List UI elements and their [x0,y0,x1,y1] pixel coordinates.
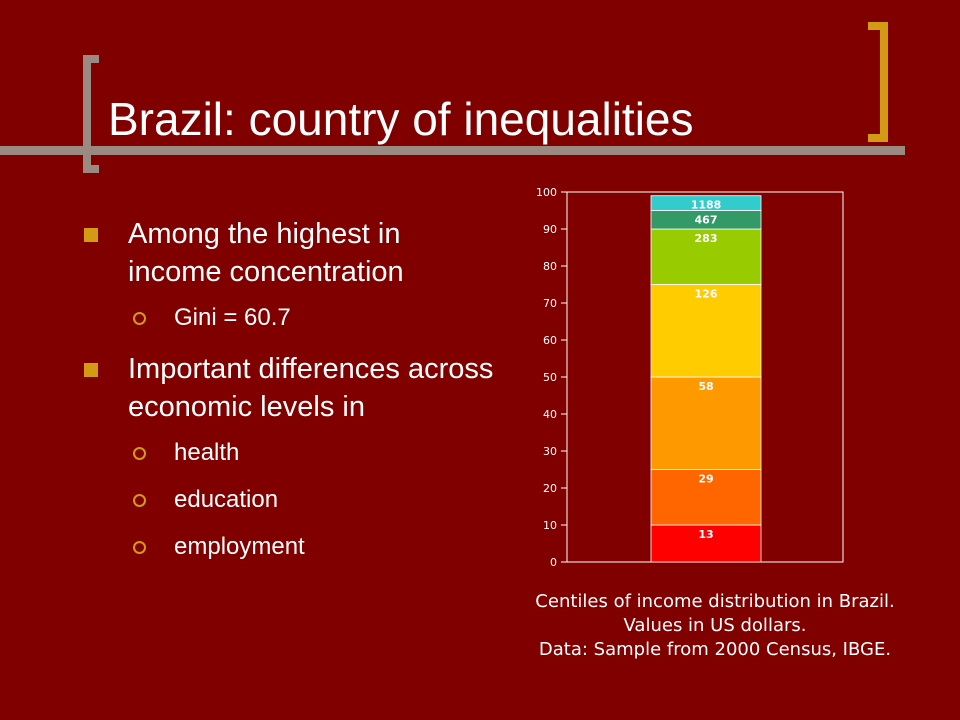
y-tick-label: 90 [543,223,557,236]
y-tick-label: 10 [543,519,557,532]
left-bracket-decoration [83,55,99,173]
y-tick-label: 30 [543,445,557,458]
data-label: 13 [698,528,713,541]
ring-bullet-icon [133,494,146,507]
sub-bullet-text: Gini = 60.7 [174,304,291,331]
sub-bullet-text: education [174,486,279,513]
bar-segment [650,228,762,285]
sub-bullet-text: employment [174,533,305,560]
bullet-differences: Important differences across economic le… [84,350,494,426]
sub-bullet-text: health [174,439,240,466]
bullet-text: Important differences across economic le… [128,353,494,423]
caption-line: Values in US dollars. [623,615,807,636]
slide-title: Brazil: country of inequalities [108,93,694,145]
ring-bullet-icon [133,312,146,325]
title-divider-rule [0,146,905,155]
data-label: 467 [695,214,718,227]
right-bracket-decoration [868,22,888,142]
bar-segment [650,469,762,526]
ring-bullet-icon [133,447,146,460]
caption-line: Centiles of income distribution in Brazi… [535,591,895,612]
bullet-income-concentration: Among the highest in income concentratio… [84,215,494,291]
caption-line: Data: Sample from 2000 Census, IBGE. [538,639,892,660]
y-tick-label: 60 [543,334,557,347]
square-bullet-icon [84,228,98,242]
bullet-list: Among the highest in income concentratio… [84,215,494,579]
sub-bullet-health: health [84,438,494,468]
bar-segment [650,524,762,563]
chart-caption: Centiles of income distribution in Brazi… [470,590,960,662]
y-tick-label: 100 [536,186,557,199]
y-tick-label: 40 [543,408,557,421]
ring-bullet-icon [133,541,146,554]
data-label: 283 [695,232,718,245]
y-tick-label: 80 [543,260,557,273]
y-tick-label: 50 [543,371,557,384]
square-bullet-icon [84,363,98,377]
data-label: 58 [698,380,713,393]
data-label: 126 [695,288,718,301]
sub-bullet-gini: Gini = 60.7 [84,303,494,333]
bar-segment [650,195,762,211]
sub-bullet-education: education [84,485,494,515]
bullet-text: Among the highest in income concentratio… [128,218,404,288]
bar-segment [650,376,762,470]
y-tick-label: 0 [550,556,557,569]
data-label: 1188 [691,199,722,212]
y-tick-label: 70 [543,297,557,310]
y-tick-label: 20 [543,482,557,495]
bar-segment [650,284,762,378]
sub-bullet-employment: employment [84,532,494,562]
data-label: 29 [698,473,713,486]
